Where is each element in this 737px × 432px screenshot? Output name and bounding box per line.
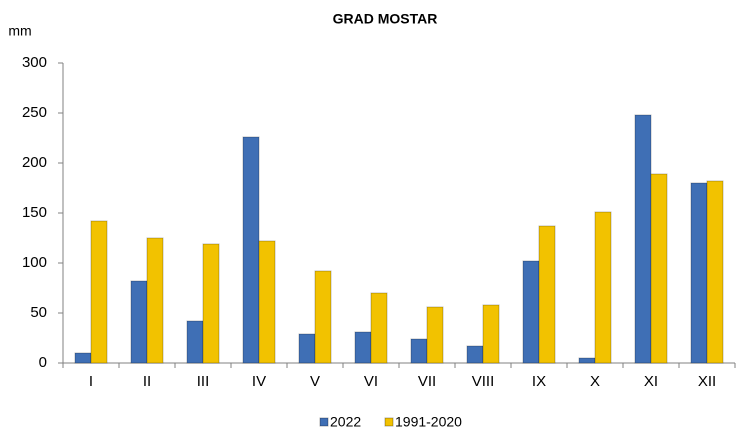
bar xyxy=(146,237,164,364)
y-axis-label: mm xyxy=(8,23,31,39)
bar xyxy=(634,114,652,364)
y-tick-label: 300 xyxy=(22,54,47,71)
legend-label: 1991-2020 xyxy=(395,414,462,430)
bar xyxy=(538,225,556,364)
bar xyxy=(650,173,668,364)
x-tick-label: XII xyxy=(698,373,716,390)
y-tick-label: 200 xyxy=(22,154,47,171)
legend-swatch xyxy=(319,417,329,427)
x-tick-label: IX xyxy=(532,373,546,390)
bar xyxy=(258,240,276,364)
bar xyxy=(370,292,388,364)
bar xyxy=(314,270,332,364)
bar xyxy=(298,333,316,364)
y-tick-label: 150 xyxy=(22,204,47,221)
chart-title: GRAD MOSTAR xyxy=(333,11,438,27)
x-tick-label: XI xyxy=(644,373,658,390)
bar xyxy=(522,260,540,364)
x-tick-label: V xyxy=(310,373,320,390)
bar xyxy=(242,136,260,364)
legend-swatch xyxy=(384,417,394,427)
y-tick-label: 250 xyxy=(22,104,47,121)
y-tick-label: 100 xyxy=(22,254,47,271)
bar xyxy=(186,320,204,364)
bar xyxy=(90,220,108,364)
bar xyxy=(466,345,484,364)
x-tick-label: VI xyxy=(364,373,378,390)
bar xyxy=(426,306,444,364)
x-tick-label: VII xyxy=(418,373,436,390)
x-tick-label: X xyxy=(590,373,600,390)
bar xyxy=(354,331,372,364)
x-tick-label: I xyxy=(89,373,93,390)
legend-label: 2022 xyxy=(330,414,361,430)
bar xyxy=(690,182,708,364)
y-tick-label: 0 xyxy=(39,354,47,371)
x-tick-label: IV xyxy=(252,373,266,390)
x-tick-label: VIII xyxy=(472,373,495,390)
bar xyxy=(578,357,596,364)
bar xyxy=(130,280,148,364)
y-tick-label: 50 xyxy=(30,304,47,321)
bar xyxy=(482,304,500,364)
bar xyxy=(706,180,724,364)
bar xyxy=(202,243,220,364)
bar xyxy=(594,211,612,364)
bar xyxy=(410,338,428,364)
bar xyxy=(74,352,92,364)
x-tick-label: III xyxy=(197,373,210,390)
x-tick-label: II xyxy=(143,373,151,390)
